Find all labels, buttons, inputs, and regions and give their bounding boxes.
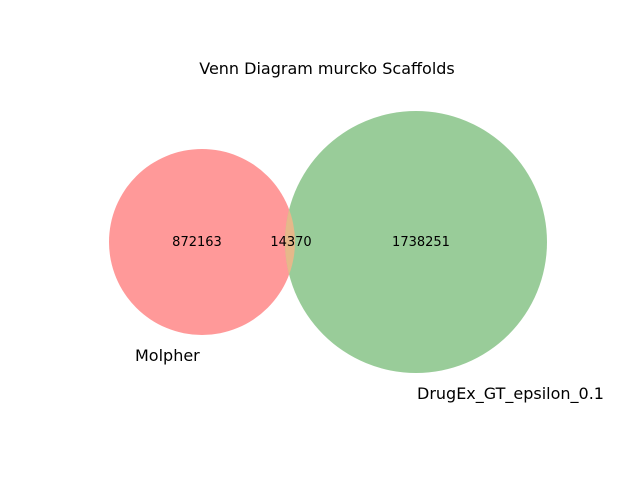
molpher-only-count: 872163	[172, 235, 222, 250]
chart-title: Venn Diagram murcko Scaffolds	[199, 59, 455, 78]
set-label-molpher: Molpher	[135, 346, 200, 365]
intersection-count: 14370	[270, 235, 311, 250]
venn-circle-molpher	[109, 149, 295, 335]
set-label-drugex: DrugEx_GT_epsilon_0.1	[417, 384, 604, 404]
venn-circle-drugex	[285, 111, 547, 373]
drugex-only-count: 1738251	[392, 235, 450, 250]
